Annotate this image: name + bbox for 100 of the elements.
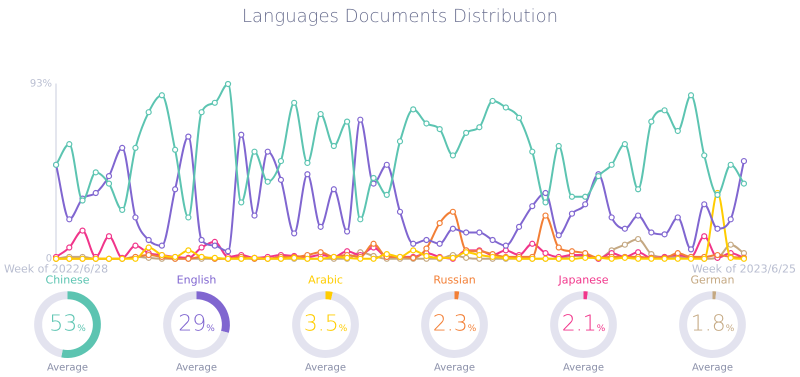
point xyxy=(516,224,522,230)
point xyxy=(648,118,654,125)
point xyxy=(568,210,576,217)
point xyxy=(622,226,628,232)
point xyxy=(728,216,734,222)
point xyxy=(330,142,337,150)
point xyxy=(489,98,496,104)
point xyxy=(436,240,443,247)
point xyxy=(436,126,443,132)
x-tick-label: Week of 2022/6/28 xyxy=(4,262,108,276)
point xyxy=(542,250,549,256)
point xyxy=(728,242,734,248)
point xyxy=(622,141,628,148)
chart-title: English xyxy=(176,273,216,286)
point xyxy=(264,148,271,155)
point xyxy=(146,236,152,244)
point xyxy=(198,236,205,244)
point xyxy=(396,208,404,215)
point xyxy=(172,146,178,153)
point xyxy=(701,152,708,159)
point xyxy=(172,186,178,192)
point xyxy=(132,242,139,249)
y-tick-label: 93% xyxy=(30,78,52,90)
x-tick-label: Week of 2023/6/25 xyxy=(692,262,796,276)
point xyxy=(556,244,562,251)
point xyxy=(701,201,708,208)
point xyxy=(450,208,456,215)
point xyxy=(410,106,416,112)
point xyxy=(291,100,298,106)
chart-title: Russian xyxy=(433,273,476,286)
data-label: 3.5% xyxy=(304,311,348,336)
point xyxy=(502,242,509,249)
point xyxy=(291,230,298,237)
point xyxy=(119,206,126,214)
text: Average xyxy=(176,362,218,374)
point xyxy=(330,186,337,192)
text: Average xyxy=(46,362,88,374)
point xyxy=(740,250,748,256)
point xyxy=(542,199,549,206)
point xyxy=(542,190,549,196)
point xyxy=(608,162,615,168)
point xyxy=(635,236,642,242)
point xyxy=(384,251,390,258)
point xyxy=(740,180,748,187)
point xyxy=(423,252,430,260)
point xyxy=(608,214,615,221)
point xyxy=(740,158,748,164)
point xyxy=(251,148,258,155)
point xyxy=(516,114,522,121)
point xyxy=(370,174,377,182)
data-label: 2.3% xyxy=(432,311,477,336)
point xyxy=(318,224,324,230)
point xyxy=(568,248,576,254)
point xyxy=(502,104,509,111)
point xyxy=(556,142,562,150)
point xyxy=(396,138,404,144)
point xyxy=(529,148,536,155)
data-label: 53% xyxy=(49,311,86,336)
chart-title: Arabic xyxy=(308,273,343,286)
point xyxy=(384,162,390,168)
data-label: 1.8% xyxy=(690,311,735,336)
point xyxy=(66,141,72,148)
point xyxy=(66,244,72,251)
point xyxy=(66,216,72,222)
point xyxy=(185,134,192,140)
point xyxy=(568,194,576,200)
point xyxy=(106,180,112,187)
chart-title: German xyxy=(690,273,735,286)
point xyxy=(224,248,232,254)
point xyxy=(450,152,456,159)
y-tick-label: 0 xyxy=(46,253,52,264)
point xyxy=(674,214,681,221)
point xyxy=(384,192,390,198)
point xyxy=(701,233,708,240)
point xyxy=(318,249,324,256)
point xyxy=(158,92,165,98)
data-label: 29% xyxy=(178,311,216,336)
point xyxy=(582,194,588,200)
point xyxy=(635,212,642,219)
point xyxy=(185,247,192,254)
point xyxy=(529,203,536,210)
point xyxy=(318,110,324,118)
point xyxy=(622,242,628,248)
chart-title: Languages Documents Distribution xyxy=(240,6,560,27)
point xyxy=(198,244,205,251)
point xyxy=(370,256,377,262)
point xyxy=(476,124,482,130)
point xyxy=(423,245,430,252)
data-label: 2.1% xyxy=(562,311,606,336)
point xyxy=(714,226,721,232)
point xyxy=(542,212,549,219)
point xyxy=(556,232,562,238)
point xyxy=(489,236,496,244)
point xyxy=(92,190,99,196)
point xyxy=(304,160,311,166)
point xyxy=(436,220,443,226)
point xyxy=(238,199,244,206)
point xyxy=(688,246,694,252)
point xyxy=(251,212,258,219)
text: Average xyxy=(562,362,604,374)
